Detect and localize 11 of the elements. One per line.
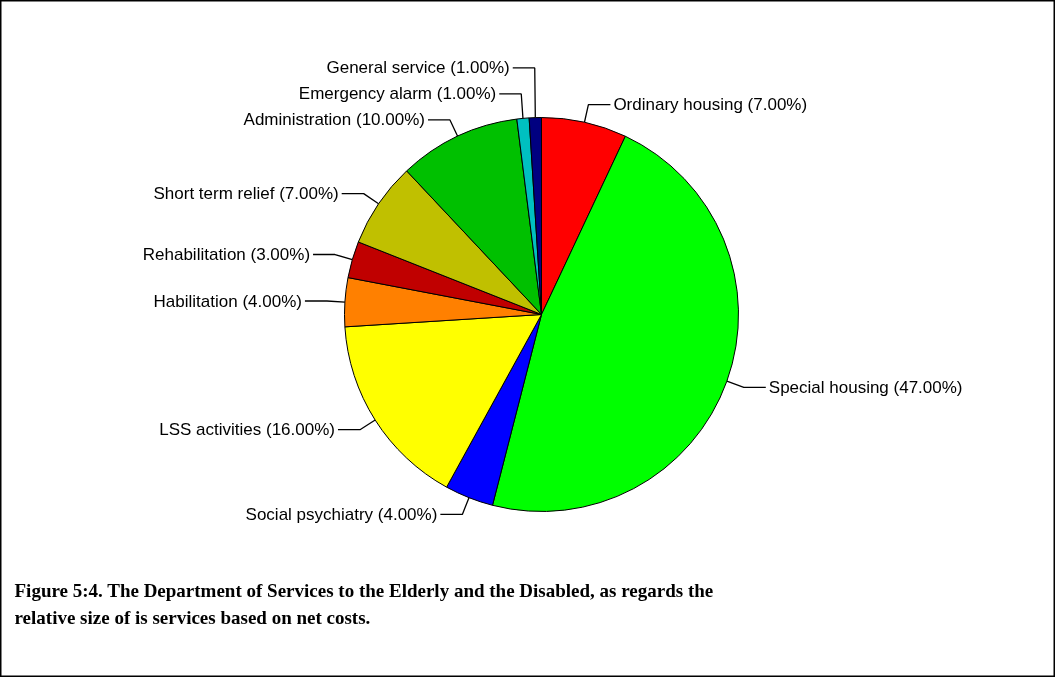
slice-label: Emergency alarm (1.00%) bbox=[298, 84, 497, 104]
slice-label: Habilitation (4.00%) bbox=[153, 291, 302, 311]
slice-label: LSS activities (16.00%) bbox=[159, 420, 335, 440]
slice-label: Social psychiatry (4.00%) bbox=[245, 504, 438, 524]
slice-label: Special housing (47.00%) bbox=[768, 377, 963, 397]
slice-label: Administration (10.00%) bbox=[243, 110, 425, 130]
slice-label: Rehabilitation (3.00%) bbox=[142, 245, 311, 265]
slice-label: Short term relief (7.00%) bbox=[153, 184, 339, 204]
slice-label: Ordinary housing (7.00%) bbox=[613, 95, 808, 115]
slice-label: General service (1.00%) bbox=[326, 58, 510, 78]
caption: Figure 5:4. The Department of Services to the Elderly and the Disabled, as regards the relative size of is services based on net costs. bbox=[14, 580, 714, 628]
